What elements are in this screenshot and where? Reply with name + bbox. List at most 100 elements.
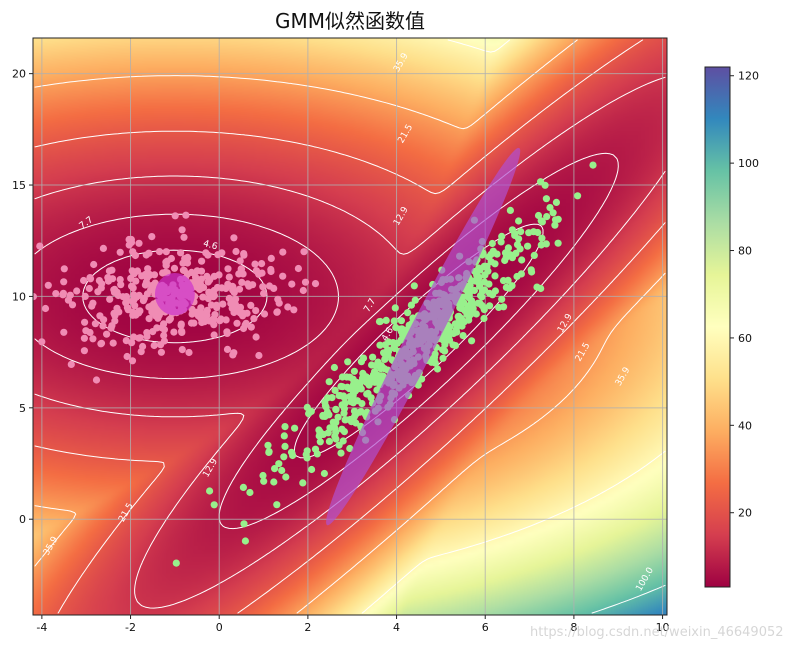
contour-line [34, 76, 666, 609]
scatter-point [271, 465, 279, 473]
scatter-point [116, 248, 124, 256]
scatter-point [259, 283, 267, 291]
scatter-point [122, 337, 130, 345]
scatter-point [150, 341, 158, 350]
scatter-point [411, 296, 419, 304]
scatter-point [167, 254, 175, 263]
scatter-point [488, 291, 497, 299]
x-tick-label: 10 [656, 621, 670, 634]
scatter-point [252, 333, 260, 341]
scatter-point [487, 258, 495, 266]
scatter-point [515, 235, 523, 243]
scatter-point [376, 341, 384, 349]
scatter-point [73, 287, 81, 295]
scatter-point [270, 284, 278, 292]
scatter-point [135, 239, 143, 247]
x-tick-label: -2 [125, 621, 136, 634]
scatter-point [91, 320, 99, 328]
scatter-point [157, 348, 165, 356]
scatter-point [468, 337, 476, 345]
scatter-point [371, 378, 379, 386]
scatter-point [281, 442, 289, 450]
scatter-point [275, 299, 283, 307]
scatter-point [291, 424, 299, 432]
scatter-point [332, 405, 340, 413]
x-tick-label: 4 [393, 621, 400, 634]
scatter-point [178, 346, 186, 354]
colorbar-tick-label: 120 [738, 70, 759, 83]
scatter-point [491, 272, 499, 280]
scatter-point [162, 248, 170, 256]
scatter-point [170, 264, 179, 272]
scatter-point [142, 251, 150, 259]
scatter-point [280, 432, 288, 440]
contour-line [34, 39, 666, 614]
scatter-point [518, 256, 526, 264]
scatter-point [139, 342, 147, 351]
scatter-point [538, 234, 546, 242]
scatter-point [538, 218, 547, 226]
scatter-point [267, 267, 275, 276]
scatter-point [232, 247, 240, 256]
scatter-point [60, 328, 68, 336]
scatter-point [473, 275, 481, 283]
scatter-point [341, 399, 349, 407]
scatter-point [357, 358, 365, 366]
scatter-point [542, 240, 550, 248]
scatter-point [534, 211, 543, 220]
scatter-point [259, 471, 267, 480]
scatter-point [270, 478, 278, 486]
x-axis: -4 -2 0 2 4 6 8 10 [36, 615, 670, 634]
x-tick-label: 0 [216, 621, 223, 634]
scatter-point [208, 289, 216, 297]
scatter-point [273, 308, 281, 316]
scatter-point [393, 339, 401, 347]
x-tick-label: 8 [570, 621, 577, 634]
scatter-point [542, 195, 551, 203]
scatter-point [233, 319, 241, 327]
x-tick-label: 2 [304, 621, 311, 634]
scatter-point [525, 229, 533, 237]
scatter-point [382, 316, 390, 324]
scatter-point [155, 248, 164, 256]
scatter-point [146, 271, 154, 279]
scatter-point [301, 278, 310, 286]
scatter-point [495, 303, 503, 311]
scatter-point [294, 264, 302, 273]
scatter-point [97, 284, 105, 292]
scatter-point [451, 320, 459, 328]
scatter-point [247, 301, 255, 309]
scatter-point [240, 520, 248, 528]
scatter-point [111, 317, 119, 325]
contour-line [34, 39, 666, 614]
scatter-point [223, 328, 231, 336]
scatter-point [52, 290, 60, 298]
scatter-point [44, 281, 52, 289]
scatter-point [170, 328, 178, 336]
scatter-point [68, 301, 77, 309]
scatter-point [281, 423, 289, 431]
scatter-point [153, 305, 161, 313]
scatter-point [141, 281, 149, 289]
scatter-point [589, 161, 597, 169]
scatter-point [225, 294, 233, 302]
scatter-point [498, 232, 506, 240]
mean-ellipse [326, 147, 521, 526]
scatter-point [502, 283, 510, 291]
scatter-point [541, 181, 549, 189]
scatter-point [182, 211, 190, 219]
scatter-point [178, 226, 186, 234]
scatter-point [241, 321, 249, 329]
scatter-point [280, 453, 288, 461]
scatter-point [128, 297, 137, 305]
scatter-point [255, 351, 263, 360]
scatter-point [82, 327, 90, 335]
scatter-point [59, 289, 67, 297]
scatter-point [267, 254, 275, 262]
scatter-point [346, 373, 354, 381]
scatter-point [330, 363, 338, 372]
scatter-point [311, 445, 320, 453]
scatter-point [204, 278, 212, 286]
scatter-point [230, 234, 238, 242]
